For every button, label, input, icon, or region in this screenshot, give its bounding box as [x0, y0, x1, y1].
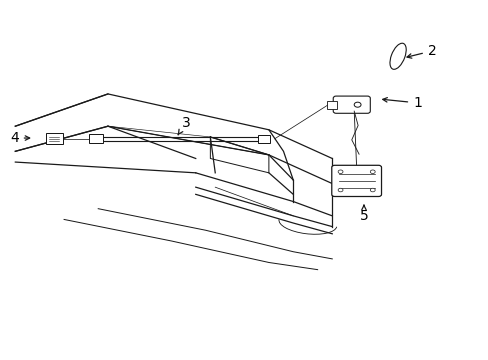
Text: 4: 4 — [10, 131, 30, 145]
Circle shape — [369, 188, 374, 192]
FancyBboxPatch shape — [258, 135, 269, 143]
FancyBboxPatch shape — [348, 185, 358, 191]
FancyBboxPatch shape — [332, 96, 369, 113]
FancyBboxPatch shape — [327, 101, 336, 109]
Circle shape — [369, 170, 374, 174]
Text: 1: 1 — [382, 96, 421, 110]
Ellipse shape — [389, 43, 406, 69]
FancyBboxPatch shape — [331, 165, 381, 197]
Circle shape — [353, 102, 360, 107]
Circle shape — [337, 188, 342, 192]
Text: 2: 2 — [406, 44, 436, 58]
Circle shape — [337, 170, 342, 174]
Text: 3: 3 — [178, 116, 190, 135]
Text: 5: 5 — [359, 205, 367, 223]
FancyBboxPatch shape — [89, 134, 102, 143]
FancyBboxPatch shape — [46, 134, 62, 144]
